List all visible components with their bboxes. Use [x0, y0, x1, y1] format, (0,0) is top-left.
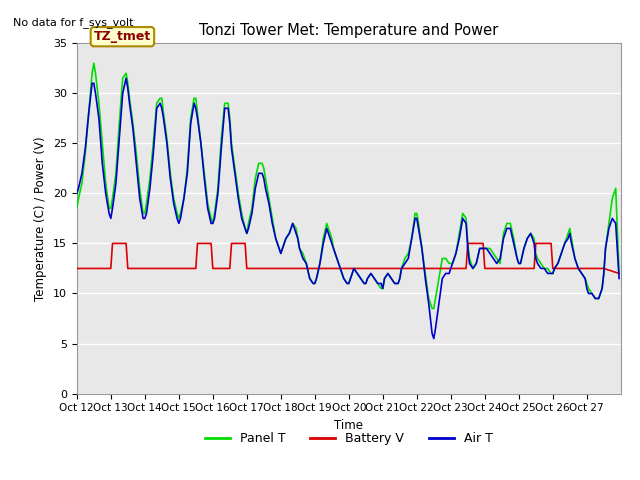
Panel T — [73, 205, 81, 211]
Battery V — [209, 265, 216, 271]
Battery V — [226, 265, 234, 271]
Battery V — [547, 240, 555, 246]
Panel T — [615, 271, 623, 276]
Battery V — [430, 265, 438, 271]
Battery V — [345, 265, 353, 271]
Air T — [122, 75, 130, 81]
Panel T — [415, 220, 422, 226]
Battery V — [141, 265, 148, 271]
Panel T — [347, 276, 355, 281]
Battery V — [107, 265, 115, 271]
Battery V — [109, 240, 116, 246]
Air T — [430, 336, 438, 341]
Battery V — [413, 265, 420, 271]
Battery V — [532, 240, 540, 246]
Battery V — [122, 240, 130, 246]
Air T — [73, 191, 81, 196]
Air T — [347, 276, 355, 281]
Battery V — [243, 265, 251, 271]
Text: No data for f_sys_volt: No data for f_sys_volt — [13, 17, 133, 28]
Battery V — [549, 265, 557, 271]
Battery V — [479, 240, 487, 246]
Battery V — [515, 265, 523, 271]
Battery V — [498, 265, 506, 271]
Battery V — [294, 265, 301, 271]
Air T — [141, 216, 148, 221]
Battery V — [241, 240, 249, 246]
Battery V — [90, 265, 98, 271]
Battery V — [464, 240, 472, 246]
Air T — [294, 236, 301, 241]
Battery V — [175, 265, 182, 271]
Battery V — [311, 265, 319, 271]
Panel T — [384, 271, 392, 276]
Air T — [415, 226, 422, 231]
Legend: Panel T, Battery V, Air T: Panel T, Battery V, Air T — [200, 427, 498, 450]
Battery V — [277, 265, 285, 271]
Battery V — [531, 265, 538, 271]
Battery V — [362, 265, 370, 271]
Battery V — [600, 265, 607, 271]
Battery V — [447, 265, 454, 271]
Text: TZ_tmet: TZ_tmet — [94, 30, 151, 43]
Air T — [299, 255, 307, 261]
Battery V — [566, 265, 573, 271]
Y-axis label: Temperature (C) / Power (V): Temperature (C) / Power (V) — [35, 136, 47, 300]
Battery V — [396, 265, 404, 271]
Battery V — [481, 265, 489, 271]
Battery V — [194, 240, 202, 246]
Panel T — [428, 306, 436, 312]
Line: Air T: Air T — [77, 78, 619, 338]
Battery V — [615, 271, 623, 276]
Battery V — [583, 265, 591, 271]
Battery V — [73, 265, 81, 271]
Panel T — [141, 211, 148, 216]
Title: Tonzi Tower Met: Temperature and Power: Tonzi Tower Met: Temperature and Power — [199, 23, 499, 38]
Battery V — [192, 265, 200, 271]
Panel T — [90, 60, 98, 66]
Battery V — [124, 265, 132, 271]
Battery V — [207, 240, 215, 246]
Air T — [384, 271, 392, 276]
Battery V — [260, 265, 268, 271]
Battery V — [228, 240, 236, 246]
Battery V — [158, 265, 166, 271]
Battery V — [379, 265, 387, 271]
X-axis label: Time: Time — [334, 419, 364, 432]
Panel T — [299, 251, 307, 256]
Line: Panel T: Panel T — [77, 63, 619, 309]
Battery V — [328, 265, 335, 271]
Battery V — [462, 265, 470, 271]
Line: Battery V: Battery V — [77, 243, 619, 274]
Air T — [615, 276, 623, 281]
Panel T — [294, 236, 301, 241]
